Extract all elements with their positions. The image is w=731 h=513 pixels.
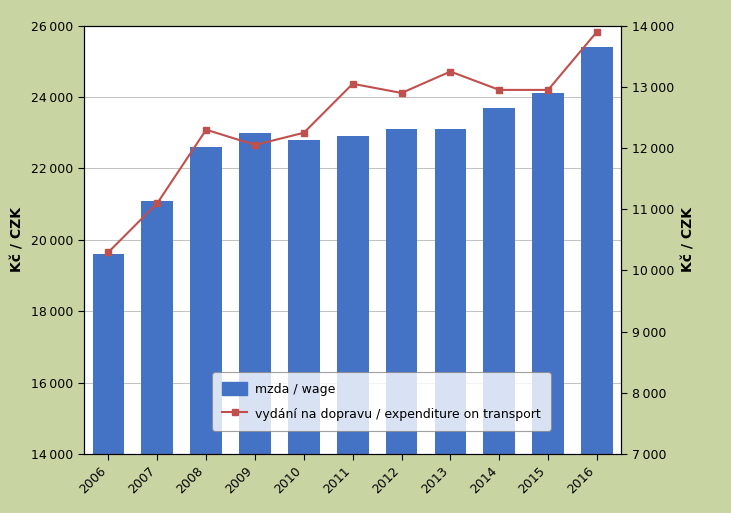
Bar	[581, 47, 613, 513]
Bar	[337, 136, 368, 513]
Y-axis label: Kč / CZK: Kč / CZK	[10, 207, 24, 272]
Bar	[93, 254, 124, 513]
Bar	[190, 147, 222, 513]
Bar	[386, 129, 417, 513]
Legend: mzda / wage, vydání na dopravu / expenditure on transport: mzda / wage, vydání na dopravu / expendi…	[213, 372, 550, 430]
Bar	[434, 129, 466, 513]
Y-axis label: Kč / CZK: Kč / CZK	[681, 207, 695, 272]
Bar	[142, 201, 173, 513]
Bar	[239, 133, 271, 513]
Bar	[532, 93, 564, 513]
Bar	[288, 140, 319, 513]
Bar	[483, 108, 515, 513]
